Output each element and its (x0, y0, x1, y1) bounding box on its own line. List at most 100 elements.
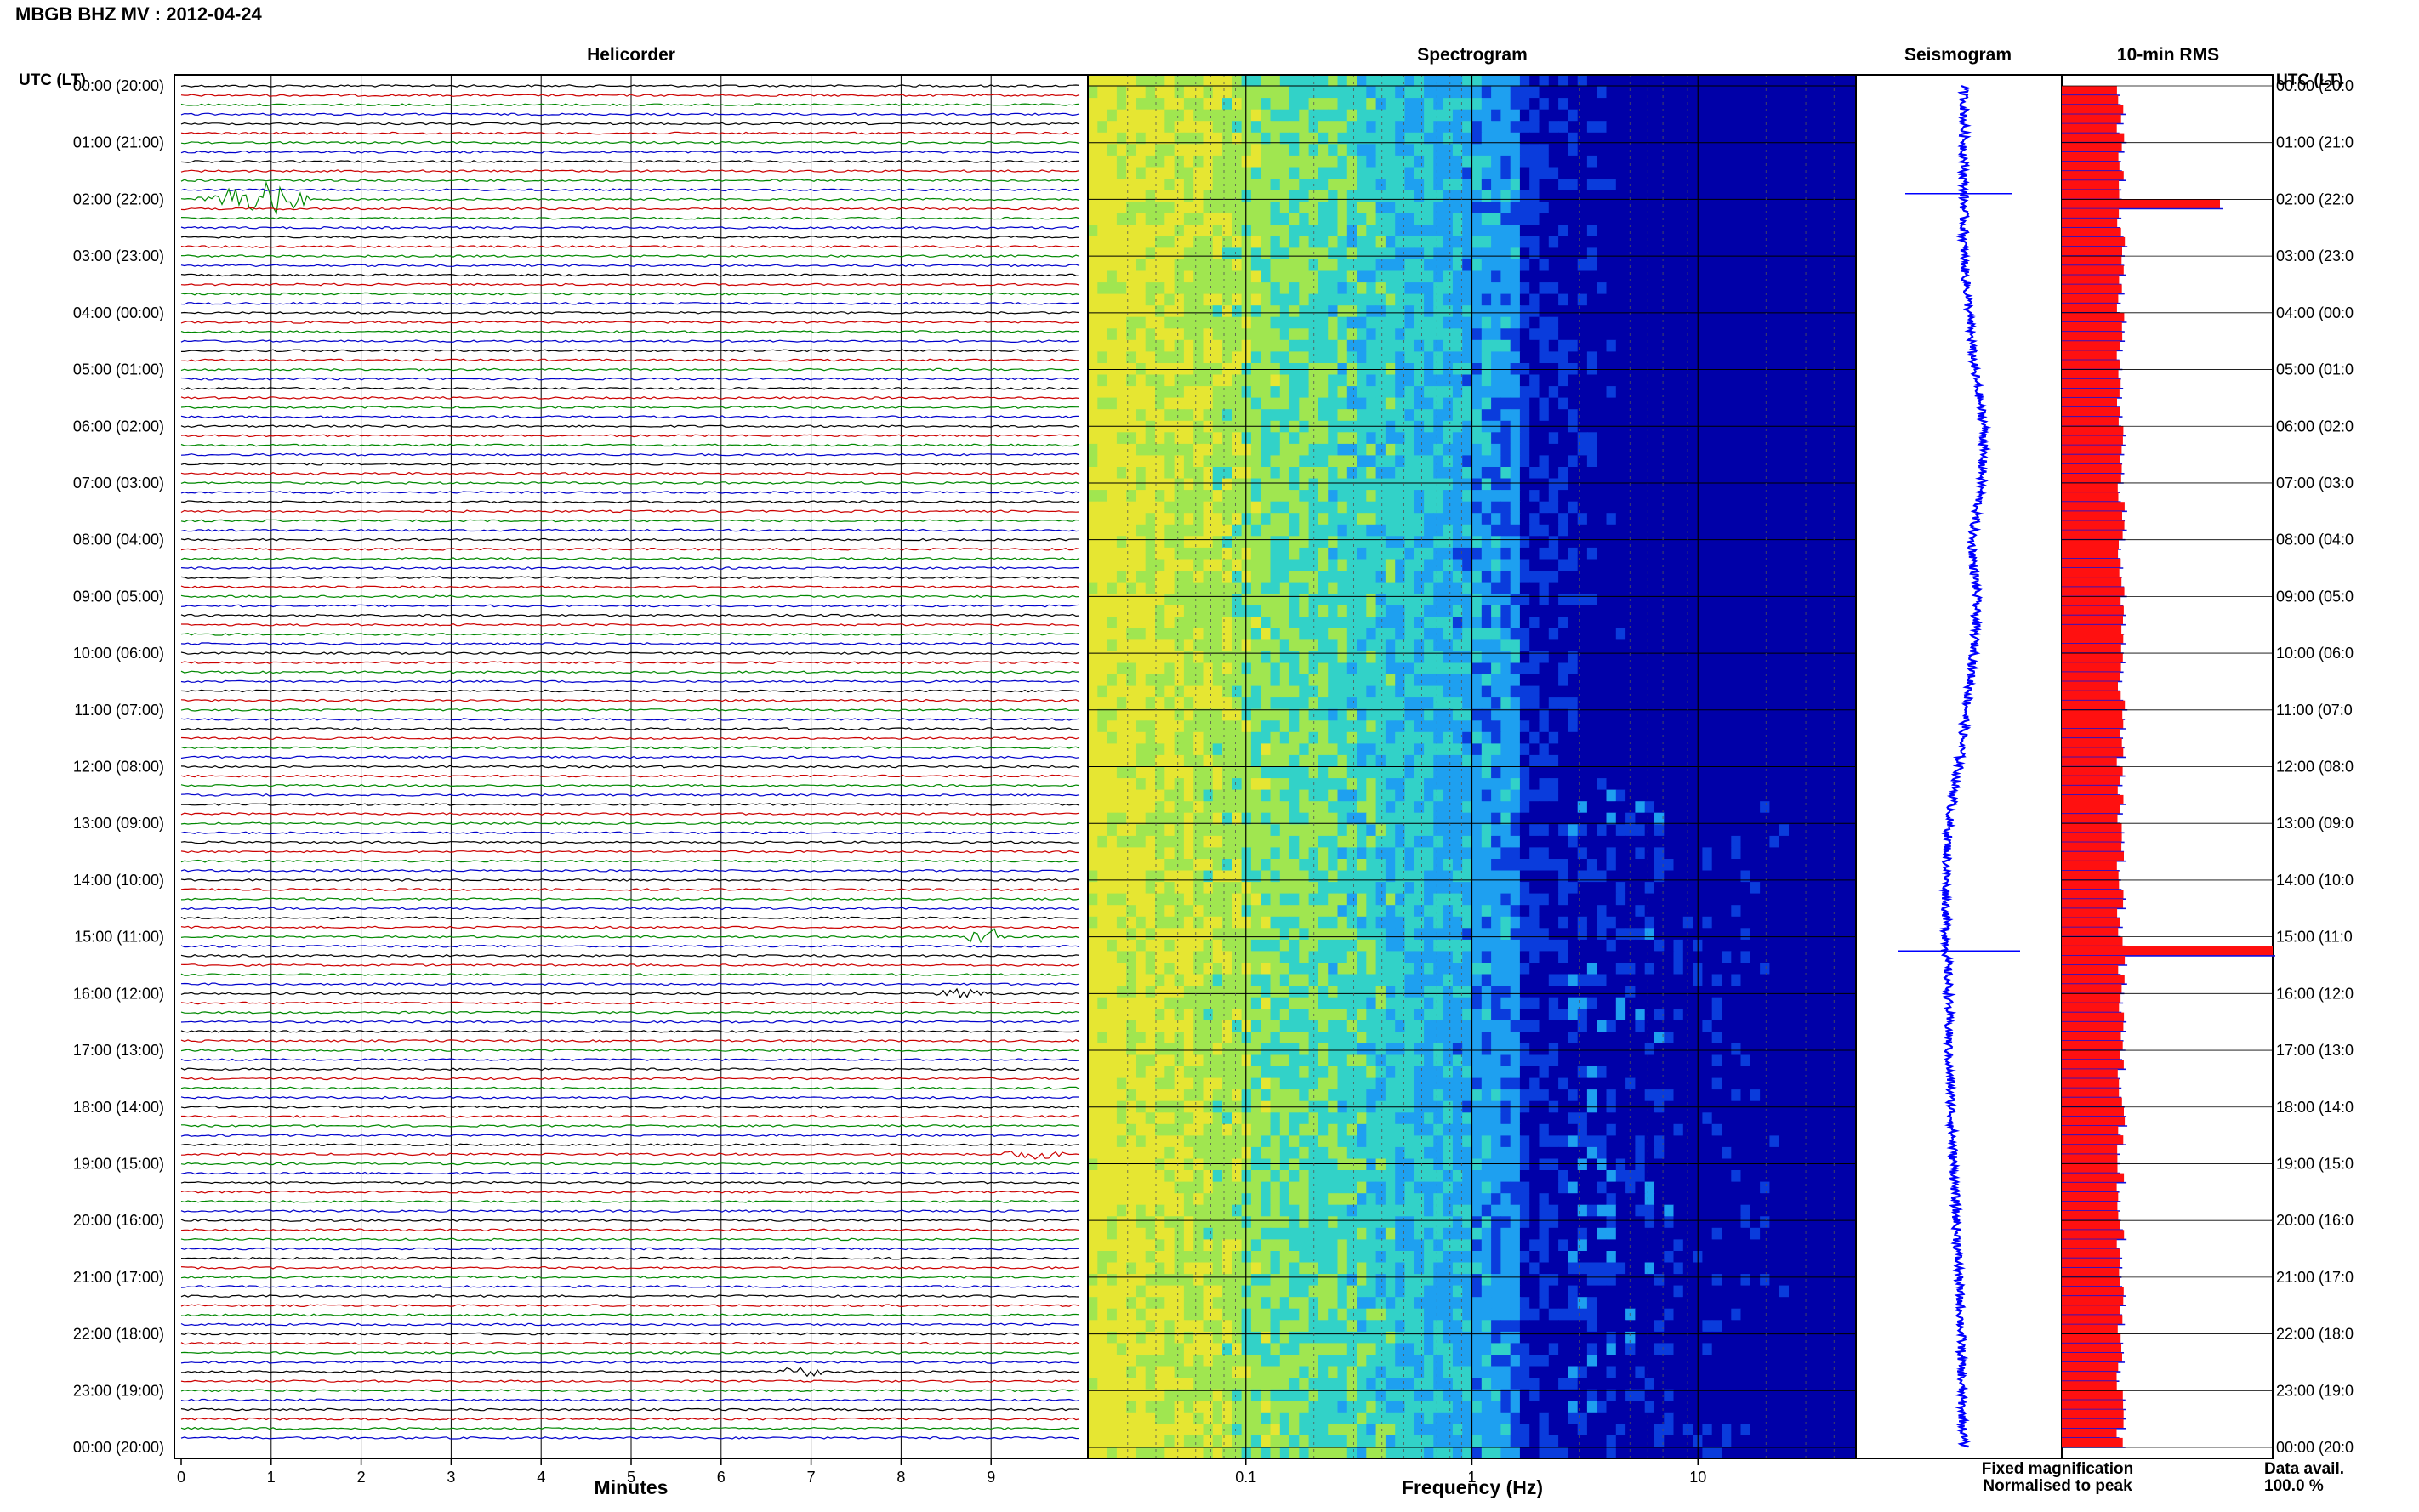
spectrogram-cell (1625, 708, 1636, 721)
spectrogram-cell (1462, 467, 1473, 480)
spectrogram-cell (1510, 455, 1521, 468)
spectrogram-cell (1817, 109, 1828, 122)
spectrogram-cell (1491, 478, 1501, 491)
spectrogram-cell (1519, 432, 1530, 445)
spectrogram-cell (1702, 490, 1713, 503)
spectrogram-cell (1212, 662, 1223, 675)
spectrogram-cell (1452, 236, 1463, 248)
spectrogram-cell (1597, 697, 1608, 710)
spectrogram-cell (1548, 420, 1559, 433)
spectrogram-cell (1586, 75, 1597, 88)
spectrogram-cell (1414, 420, 1425, 433)
spectrogram-cell (1203, 259, 1214, 272)
spectrogram-cell (1241, 155, 1252, 168)
spectrogram-cell (1107, 121, 1118, 134)
spectrogram-cell (1318, 167, 1329, 179)
spectrogram-cell (1203, 293, 1214, 306)
spectrogram-cell (1491, 490, 1501, 503)
spectrogram-cell (1481, 328, 1492, 341)
spectrogram-cell (1328, 75, 1339, 88)
spectrogram-cell (1404, 455, 1415, 468)
spectrogram-cell (1404, 628, 1415, 640)
spectrogram-cell (1548, 501, 1559, 514)
spectrogram-cell (1539, 374, 1550, 387)
spectrogram-cell (1702, 409, 1713, 422)
spectrogram-cell (1529, 467, 1540, 480)
spectrogram-cell (1279, 708, 1290, 721)
spectrogram-cell (1644, 259, 1655, 272)
spectrogram-cell (1203, 536, 1214, 549)
spectrogram-cell (1164, 651, 1175, 664)
spectrogram-cell (1654, 109, 1665, 122)
spectrogram-cell (1827, 270, 1837, 283)
spectrogram-cell (1615, 651, 1626, 664)
spectrogram-cell (1769, 432, 1780, 445)
spectrogram-cell (1375, 731, 1386, 744)
spectrogram-cell (1299, 559, 1310, 571)
spectrogram-cell (1385, 662, 1396, 675)
spectrogram-cell (1337, 190, 1348, 202)
spectrogram-cell (1346, 582, 1357, 594)
spectrogram-cell (1414, 617, 1425, 629)
right-time-label: 23:00 (19:0 (2276, 1382, 2354, 1399)
spectrogram-cell (1279, 190, 1290, 202)
spectrogram-cell (1568, 351, 1579, 364)
spectrogram-cell (1250, 513, 1261, 526)
spectrogram-cell (1116, 86, 1127, 99)
spectrogram-cell (1644, 202, 1655, 214)
spectrogram-cell (1452, 524, 1463, 537)
spectrogram-cell (1558, 478, 1568, 491)
spectrogram-cell (1452, 316, 1463, 329)
spectrogram-cell (1510, 86, 1521, 99)
spectrogram-cell (1385, 501, 1396, 514)
spectrogram-cell (1760, 328, 1770, 341)
spectrogram-cell (1241, 662, 1252, 675)
spectrogram-cell (1279, 628, 1290, 640)
spectrogram-cell (1164, 628, 1175, 640)
spectrogram-cell (1145, 639, 1156, 652)
spectrogram-cell (1510, 121, 1521, 134)
spectrogram-cell (1232, 720, 1243, 733)
spectrogram-cell (1519, 202, 1530, 214)
spectrogram-cell (1491, 639, 1501, 652)
spectrogram-cell (1088, 443, 1098, 457)
spectrogram-cell (1193, 167, 1204, 179)
spectrogram-cell (1558, 282, 1568, 295)
spectrogram-cell (1232, 225, 1243, 237)
spectrogram-cell (1750, 179, 1761, 191)
spectrogram-cell (1126, 524, 1137, 537)
spectrogram-cell (1088, 179, 1098, 191)
spectrogram-cell (1193, 86, 1204, 99)
spectrogram-cell (1740, 662, 1751, 675)
spectrogram-cell (1673, 213, 1684, 225)
spectrogram-cell (1404, 179, 1415, 191)
spectrogram-cell (1548, 547, 1559, 560)
spectrogram-cell (1241, 639, 1252, 652)
spectrogram-cell (1318, 674, 1329, 687)
spectrogram-cell (1500, 409, 1511, 422)
spectrogram-cell (1682, 109, 1693, 122)
spectrogram-cell (1424, 305, 1434, 318)
spectrogram-cell (1299, 662, 1310, 675)
spectrogram-cell (1424, 409, 1434, 422)
spectrogram-cell (1644, 455, 1655, 468)
spectrogram-cell (1250, 225, 1261, 237)
spectrogram-cell (1769, 351, 1780, 364)
spectrogram-cell (1174, 443, 1185, 457)
spectrogram-cell (1289, 236, 1300, 248)
spectrogram-cell (1500, 282, 1511, 295)
spectrogram-cell (1107, 559, 1118, 571)
spectrogram-cell (1462, 397, 1473, 410)
spectrogram-cell (1817, 559, 1828, 571)
spectrogram-cell (1644, 225, 1655, 237)
spectrogram-cell (1155, 351, 1165, 364)
spectrogram-cell (1529, 132, 1540, 145)
spectrogram-cell (1568, 594, 1579, 606)
spectrogram-cell (1673, 501, 1684, 514)
spectrogram-cell (1337, 75, 1348, 88)
spectrogram-cell (1385, 339, 1396, 352)
spectrogram-cell (1606, 720, 1617, 733)
spectrogram-cell (1346, 259, 1357, 272)
spectrogram-cell (1155, 731, 1165, 744)
spectrogram-cell (1385, 547, 1396, 560)
